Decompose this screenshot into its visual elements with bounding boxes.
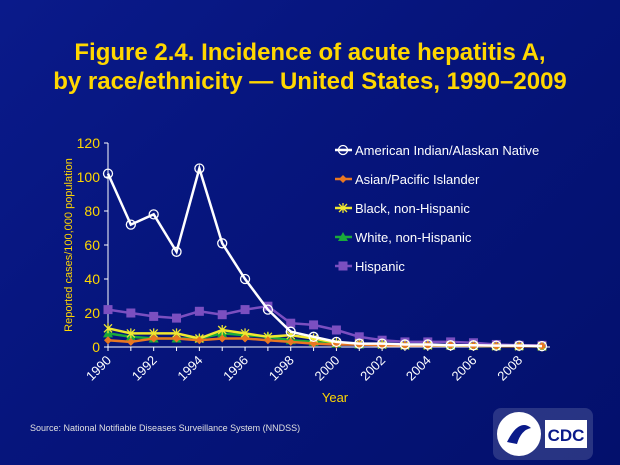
y-tick-label: 80 <box>84 203 100 219</box>
x-tick-label: 2000 <box>311 353 342 384</box>
y-tick-label: 60 <box>84 237 100 253</box>
series-line <box>106 164 543 348</box>
legend-marker <box>338 232 348 241</box>
x-tick-label: 1994 <box>174 353 205 384</box>
x-tick-label: 1998 <box>266 353 297 384</box>
data-point <box>149 311 159 321</box>
data-point <box>103 305 113 315</box>
data-point <box>263 336 272 345</box>
legend-marker <box>338 261 348 271</box>
x-tick-label: 2004 <box>403 353 434 384</box>
data-point <box>104 336 112 345</box>
x-tick-label: 2008 <box>494 353 525 384</box>
data-point <box>331 336 342 348</box>
x-tick-label: 2002 <box>357 353 388 384</box>
legend-label: White, non-Hispanic <box>355 230 472 245</box>
data-point <box>172 313 182 323</box>
data-point <box>171 246 182 257</box>
title-line-2: by race/ethnicity — United States, 1990–… <box>53 68 567 95</box>
data-point <box>468 340 479 351</box>
data-point <box>195 336 204 345</box>
data-point <box>331 325 341 335</box>
data-point <box>309 339 318 348</box>
series-circle <box>102 163 548 352</box>
data-point <box>125 219 136 230</box>
data-point <box>241 334 250 343</box>
y-tick-label: 120 <box>77 135 101 151</box>
data-point <box>240 305 250 315</box>
data-point <box>126 328 136 339</box>
legend-label: American Indian/Alaskan Native <box>355 143 539 158</box>
data-point <box>194 163 205 174</box>
x-tick-label: 2006 <box>449 353 480 384</box>
legend-marker <box>338 203 348 213</box>
data-point <box>262 304 274 315</box>
title-line-1: Figure 2.4. Incidence of acute hepatitis… <box>74 39 546 66</box>
data-point <box>399 339 411 350</box>
data-point <box>536 340 548 352</box>
x-axis-label: Year <box>322 390 349 405</box>
legend-marker <box>337 144 349 156</box>
y-axis-label: Reported cases/100,000 population <box>63 158 75 332</box>
data-point <box>149 334 158 343</box>
data-point <box>514 340 525 351</box>
y-tick-label: 40 <box>84 271 100 287</box>
data-point <box>239 273 251 285</box>
data-point <box>308 331 319 342</box>
cdc-logo-text: CDC <box>548 426 585 445</box>
y-tick-label: 20 <box>84 305 100 321</box>
data-point <box>354 338 365 349</box>
legend-label: Black, non-Hispanic <box>355 201 470 216</box>
data-point <box>285 326 296 337</box>
data-point <box>217 238 228 249</box>
data-point <box>194 306 204 316</box>
y-tick-label: 100 <box>77 169 101 185</box>
chart-title: Figure 2.4. Incidence of acute hepatitis… <box>0 38 620 96</box>
legend-label: Hispanic <box>355 259 405 274</box>
data-point <box>126 308 136 318</box>
data-point <box>286 318 296 328</box>
data-point <box>376 338 388 349</box>
x-tick-label: 1990 <box>83 353 114 384</box>
data-point <box>126 337 135 346</box>
data-point <box>172 334 181 343</box>
data-point <box>218 334 227 343</box>
data-point <box>217 325 227 335</box>
data-point <box>354 332 364 342</box>
data-point <box>445 340 456 351</box>
data-point <box>102 168 114 179</box>
data-point <box>263 301 273 311</box>
y-tick-label: 0 <box>92 339 100 355</box>
data-point <box>286 337 295 346</box>
data-point <box>217 310 227 320</box>
data-point <box>103 323 113 334</box>
data-point <box>491 340 502 351</box>
data-point <box>309 320 319 330</box>
legend-marker <box>339 175 347 183</box>
x-tick-label: 1996 <box>220 353 251 384</box>
x-tick-label: 1992 <box>129 353 160 384</box>
data-point <box>148 209 159 220</box>
legend-label: Asian/Pacific Islander <box>355 172 480 187</box>
source-note: Source: National Notifiable Diseases Sur… <box>30 423 301 433</box>
data-point <box>422 339 433 350</box>
cdc-logo: CDC <box>493 408 593 460</box>
